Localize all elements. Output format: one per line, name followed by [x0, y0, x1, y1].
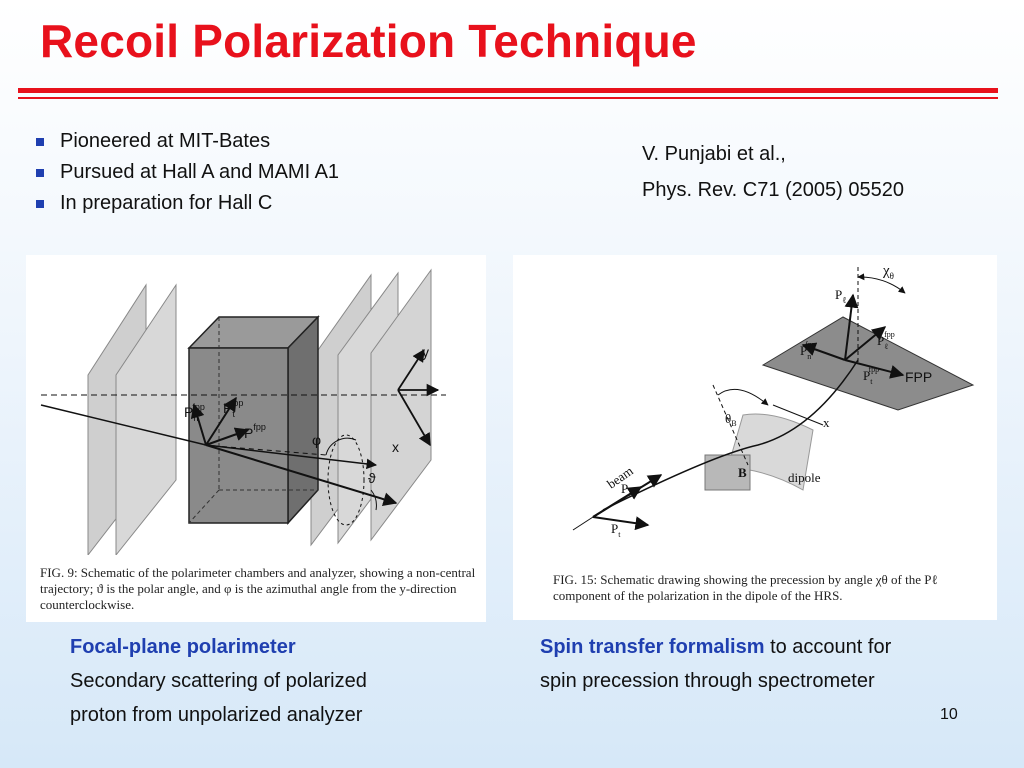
label-pl: Pℓ: [835, 287, 847, 305]
precession-figure: χθ Pℓ Pnfpp Pℓfpp Ptfpp FPP θB x dipole …: [513, 255, 997, 620]
slide-title: Recoil Polarization Technique: [40, 15, 697, 67]
title-underline: [18, 88, 998, 93]
label-pn-fpp: Pnfpp: [800, 340, 816, 361]
label-x: x: [823, 415, 830, 430]
label-theta: ϑ: [368, 470, 376, 486]
bullet-item: Pursued at Hall A and MAMI A1: [36, 157, 339, 188]
reference: V. Punjabi et al., Phys. Rev. C71 (2005)…: [642, 136, 904, 208]
label-pl-fpp: Pℓfpp: [877, 330, 895, 351]
title-underline-thin: [18, 97, 998, 99]
left-subtitle: Focal-plane polarimeter Secondary scatte…: [70, 630, 367, 732]
right-body-1: to account for: [764, 636, 892, 658]
label-dipole: dipole: [788, 470, 821, 485]
right-body-2: spin precession through spectrometer: [540, 670, 875, 692]
left-body-2: proton from unpolarized analyzer: [70, 704, 363, 726]
figure-caption: FIG. 15: Schematic drawing showing the p…: [553, 572, 938, 603]
figure-caption: FIG. 9: Schematic of the polarimeter cha…: [40, 565, 476, 612]
label-chi-theta: χθ: [882, 263, 894, 281]
reference-citation: Phys. Rev. C71 (2005) 05520: [642, 179, 905, 201]
label-pn: Pnfpp: [184, 402, 205, 423]
label-pt-fpp: Ptfpp: [863, 365, 879, 386]
left-body-1: Secondary scattering of polarized: [70, 670, 367, 692]
polarimeter-figure: y x Pnfpp Ptfpp Pfpp φ ϑ FIG. 9: Schemat…: [26, 255, 486, 622]
label-pt: Ptfpp: [223, 398, 243, 419]
reference-authors: V. Punjabi et al.,: [642, 143, 786, 165]
label-pl-start: Pℓ: [621, 481, 632, 499]
polarimeter-diagram: y x Pnfpp Ptfpp Pfpp φ ϑ: [40, 268, 446, 555]
axis-label-y: y: [422, 344, 429, 360]
square-bullet-icon: [36, 199, 44, 208]
square-bullet-icon: [36, 137, 44, 146]
right-heading: Spin transfer formalism: [540, 636, 765, 658]
label-b: B: [738, 465, 747, 480]
label-pt-start: Pt: [611, 521, 621, 539]
page-number: 10: [940, 706, 958, 723]
axis-label-x: x: [392, 439, 399, 455]
label-theta-b: θB: [725, 411, 737, 428]
label-beam: beam: [604, 463, 636, 491]
bullet-item: In preparation for Hall C: [36, 188, 339, 219]
precession-diagram: χθ Pℓ Pnfpp Pℓfpp Ptfpp FPP θB x dipole …: [572, 263, 975, 539]
left-heading: Focal-plane polarimeter: [70, 636, 296, 658]
bullet-list: Pioneered at MIT-Bates Pursued at Hall A…: [36, 126, 339, 219]
label-fpp: FPP: [905, 369, 932, 385]
label-p: Pfpp: [244, 422, 266, 441]
right-subtitle: Spin transfer formalism to account for s…: [540, 630, 891, 698]
label-phi: φ: [312, 432, 321, 448]
bullet-item: Pioneered at MIT-Bates: [36, 126, 339, 157]
square-bullet-icon: [36, 168, 44, 177]
